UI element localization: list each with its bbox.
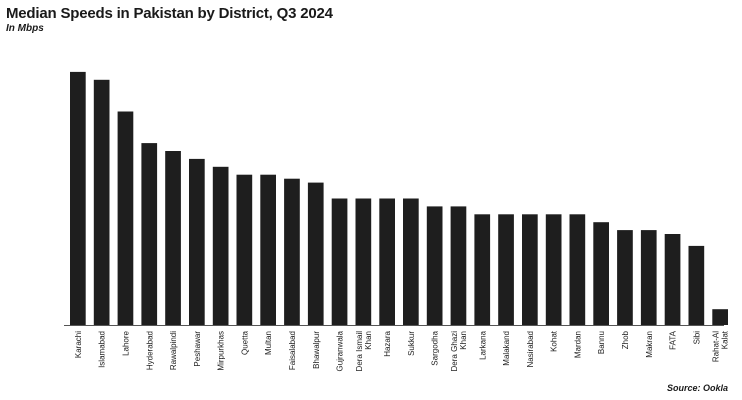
bar-malakand [498, 214, 514, 325]
bar-hyderabad [141, 143, 158, 325]
x-tick-label: Hyderabad [145, 331, 154, 370]
bar-makran [640, 230, 657, 325]
bar-dera-ismail-khan [355, 198, 372, 325]
bar-kohat [545, 214, 562, 325]
bar-rahat-al-kalat [712, 309, 728, 325]
chart-title: Median Speeds in Pakistan by District, Q… [6, 5, 333, 22]
bar-bhawalpur [307, 182, 324, 325]
x-tick-label: Multan [264, 331, 273, 355]
x-tick-label: Dera IsmailKhan [355, 331, 373, 372]
x-tick-label: Karachi [74, 331, 83, 358]
x-tick-label: Mirpurkhas [217, 331, 226, 371]
bar-fata [664, 234, 681, 325]
x-tick-label: Faisalabad [288, 331, 297, 370]
x-tick-label: Malakand [502, 331, 511, 366]
bar-quetta [236, 174, 253, 325]
x-tick-label: Gujranwala [336, 330, 345, 371]
bar-mardan [569, 214, 586, 325]
x-tick-label: Makran [645, 331, 654, 358]
x-tick-label: Bannu [597, 331, 606, 354]
bar-sargodha [426, 206, 443, 325]
x-tick-label: Lahore [122, 330, 131, 355]
bar-multan [260, 174, 276, 325]
x-tick-label: Quetta [240, 330, 249, 355]
x-tick-label: Rawalpindi [169, 331, 178, 370]
x-tick-label: Kohat [550, 330, 559, 352]
x-tick-label: Nasirabad [526, 331, 535, 367]
x-tick-label: Rahat-AlKalat [712, 330, 730, 362]
x-tick-label: Sukkur [407, 331, 416, 356]
bar-dera-ghazi-khan [450, 206, 467, 325]
bar-mirpurkhas [212, 166, 229, 325]
x-tick-label: Hazara [383, 330, 392, 356]
bar-karachi [70, 71, 86, 326]
x-tick-label: Islamabad [98, 331, 107, 368]
x-tick-label: Sibi [692, 331, 701, 345]
x-tick-label: Mardan [573, 331, 582, 358]
bar-peshawar [189, 158, 205, 325]
bar-islamabad [93, 79, 110, 325]
bar-sibi [688, 245, 705, 325]
bar-faisalabad [284, 178, 300, 325]
bar-zhob [617, 230, 633, 325]
bar-hazara [379, 198, 395, 325]
x-tick-label: FATA [669, 330, 678, 349]
bar-nasirabad [522, 214, 538, 325]
bar-rawalpindi [165, 151, 181, 325]
chart-subtitle: In Mbps [6, 23, 44, 34]
x-tick-label: Sargodha [431, 330, 440, 365]
x-tick-label: Peshawar [193, 331, 202, 367]
bar-gujranwala [331, 198, 348, 325]
bar-sukkur [403, 198, 419, 325]
source-note: Source: Ookla [666, 383, 728, 393]
bar-larkana [474, 214, 491, 325]
x-tick-label: Dera GhaziKhan [450, 331, 468, 372]
x-tick-label: Bhawalpur [312, 331, 321, 369]
bar-bannu [593, 222, 609, 325]
x-tick-label: Larkana [478, 330, 487, 359]
bar-lahore [117, 111, 134, 325]
x-tick-label: Zhob [621, 330, 630, 349]
